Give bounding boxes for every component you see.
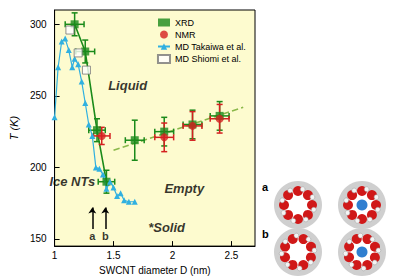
svg-text:1: 1 <box>52 250 58 261</box>
svg-text:a: a <box>89 230 96 242</box>
svg-text:Ice NTs: Ice NTs <box>49 174 95 189</box>
svg-text:2: 2 <box>170 250 176 261</box>
svg-text:300: 300 <box>30 19 47 30</box>
svg-text:SWCNT diameter D (nm): SWCNT diameter D (nm) <box>99 265 211 276</box>
svg-text:T (K): T (K) <box>8 116 20 141</box>
svg-text:200: 200 <box>30 162 47 173</box>
svg-text:*Solid: *Solid <box>148 220 186 235</box>
svg-text:XRD: XRD <box>175 18 195 28</box>
svg-text:150: 150 <box>30 233 47 244</box>
svg-text:2.5: 2.5 <box>224 250 238 261</box>
svg-text:a: a <box>262 181 269 193</box>
svg-text:NMR: NMR <box>175 30 196 40</box>
svg-text:Liquid: Liquid <box>108 78 148 93</box>
svg-text:b: b <box>262 228 269 240</box>
svg-text:250: 250 <box>30 90 47 101</box>
svg-text:b: b <box>102 230 109 242</box>
svg-text:1.5: 1.5 <box>107 250 121 261</box>
svg-text:Empty: Empty <box>164 181 205 196</box>
svg-text:MD Shiomi et al.: MD Shiomi et al. <box>175 54 241 64</box>
svg-text:MD Takaiwa et al.: MD Takaiwa et al. <box>175 42 246 52</box>
